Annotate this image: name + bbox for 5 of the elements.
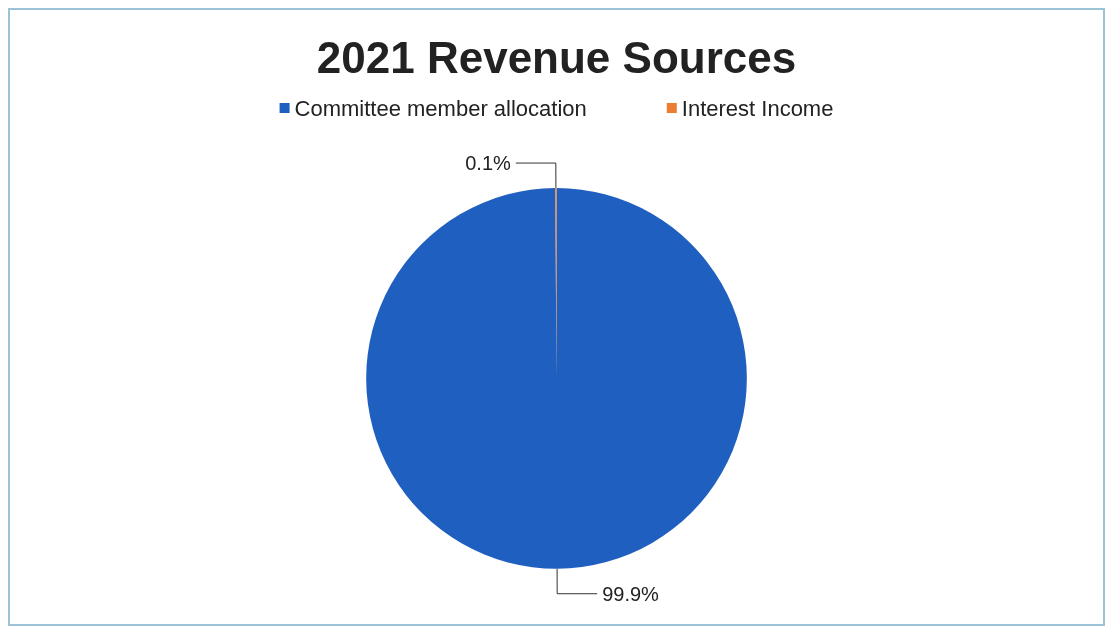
- data-label: 0.1%: [465, 152, 512, 175]
- data-label: 99.9%: [602, 582, 660, 605]
- legend-label: Committee member allocation: [294, 95, 587, 121]
- legend-label: Interest Income: [681, 95, 834, 121]
- chart-title: 2021 Revenue Sources: [316, 32, 797, 82]
